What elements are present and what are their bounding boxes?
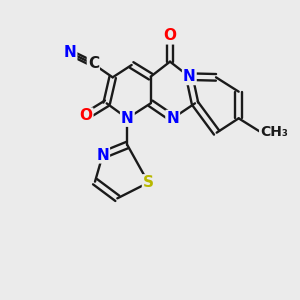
Text: S: S bbox=[143, 175, 154, 190]
Text: N: N bbox=[64, 45, 76, 60]
Text: CH₃: CH₃ bbox=[260, 125, 288, 139]
Text: O: O bbox=[80, 109, 92, 124]
Text: N: N bbox=[166, 111, 179, 126]
Text: C: C bbox=[88, 56, 99, 71]
Text: N: N bbox=[183, 69, 196, 84]
Text: N: N bbox=[121, 111, 134, 126]
Text: N: N bbox=[96, 148, 109, 163]
Text: O: O bbox=[164, 28, 176, 44]
